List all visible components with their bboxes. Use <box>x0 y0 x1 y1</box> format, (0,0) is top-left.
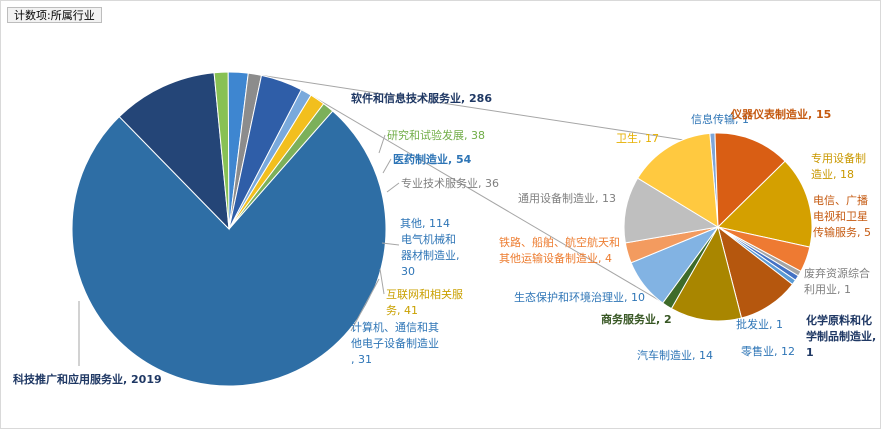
data-label-专用设备制造业: 专用设备制造业, 18 <box>811 151 866 181</box>
connector-line-bottom <box>301 89 684 315</box>
pie-connector-lines <box>261 74 684 315</box>
leader-line-医药制造业 <box>382 158 392 174</box>
leader-line-专业技术服务业 <box>386 182 400 193</box>
pie-slice-科技推广和应用服务业[interactable] <box>71 110 387 387</box>
data-label-零售业: 零售业, 12 <box>741 344 795 358</box>
pie-slice-通用设备制造业[interactable] <box>623 177 720 244</box>
data-label-商务服务业: 商务服务业, 2 <box>601 312 672 326</box>
data-labels: 科技推广和应用服务业, 2019 软件和信息技术服务业, 286 研究和试验发展, … <box>13 91 880 386</box>
data-label-仪器仪表制造业: 仪器仪表制造业, 15 <box>730 107 831 121</box>
data-label-电气机械和器材制造业: 电气机械和器材制造业, 30 <box>401 232 463 278</box>
leader-line-计算机-通信和其他电子设备制造业 <box>350 278 380 332</box>
pie-slice-计算机-通信和其他电子设备制造业[interactable] <box>228 103 334 230</box>
data-label-铁路-船舶-航空航天和其他运输设备制造业: 铁路、船舶、航空航天和其他运输设备制造业, 4 <box>499 235 620 265</box>
data-label-电信-广播电视和卫星传输服务: 电信、广播电视和卫星传输服务, 5 <box>813 193 871 239</box>
pie-slice-仪器仪表制造业[interactable] <box>714 132 786 229</box>
data-label-生态保护和环境治理业: 生态保护和环境治理业, 10 <box>514 290 645 304</box>
connector-line-top <box>261 74 683 141</box>
pie-slice-汽车制造业[interactable] <box>670 225 743 322</box>
data-label-卫生: 卫生, 17 <box>616 131 659 145</box>
data-label-专业技术服务业: 专业技术服务业, 36 <box>401 176 499 190</box>
pie-slice-卫生[interactable] <box>637 132 719 228</box>
data-label-其他: 其他, 114 <box>400 217 450 230</box>
data-label-化学原料和化学制品制造业: 化学原料和化学制品制造业, 1 <box>806 313 880 359</box>
leader-line-研究和试验发展 <box>378 134 386 154</box>
pie-slice-软件和信息技术服务业[interactable] <box>118 72 230 231</box>
data-label-医药制造业: 医药制造业, 54 <box>393 152 472 166</box>
pie-slice-专用设备制造业[interactable] <box>716 160 813 248</box>
data-label-通用设备制造业: 通用设备制造业, 13 <box>518 191 616 205</box>
data-label-汽车制造业: 汽车制造业, 14 <box>637 348 713 362</box>
data-label-软件和信息技术服务业: 软件和信息技术服务业, 286 <box>351 91 492 105</box>
data-label-计算机-通信和其他电子设备制造业: 计算机、通信和其他电子设备制造业, 31 <box>351 320 439 366</box>
leader-line-电气机械和器材制造业 <box>381 242 400 246</box>
data-label-信息传输: 信息传输, 1 <box>691 112 749 126</box>
pivot-field-button[interactable]: 计数项:所属行业 <box>7 7 102 23</box>
data-label-科技推广和应用服务业: 科技推广和应用服务业, 2019 <box>13 372 162 386</box>
leader-lines <box>78 134 400 366</box>
data-label-批发业: 批发业, 1 <box>736 317 783 331</box>
primary-pie <box>71 71 387 387</box>
data-label-废弃资源综合利用业: 废弃资源综合利用业, 1 <box>804 266 870 296</box>
data-label-研究和试验发展: 研究和试验发展, 38 <box>387 128 485 142</box>
secondary-pie <box>623 132 813 322</box>
leader-line-互联网和相关服务 <box>379 268 385 295</box>
data-label-互联网和相关服务: 互联网和相关服务, 41 <box>386 287 463 317</box>
